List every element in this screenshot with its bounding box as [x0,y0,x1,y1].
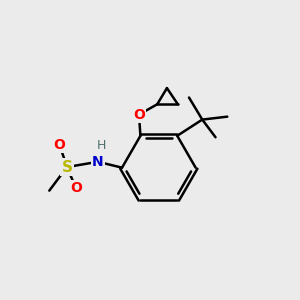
Text: N: N [92,155,104,169]
Text: H: H [97,139,106,152]
Text: O: O [70,181,82,195]
Text: O: O [54,138,65,152]
Text: S: S [61,160,73,175]
Text: O: O [133,108,145,122]
